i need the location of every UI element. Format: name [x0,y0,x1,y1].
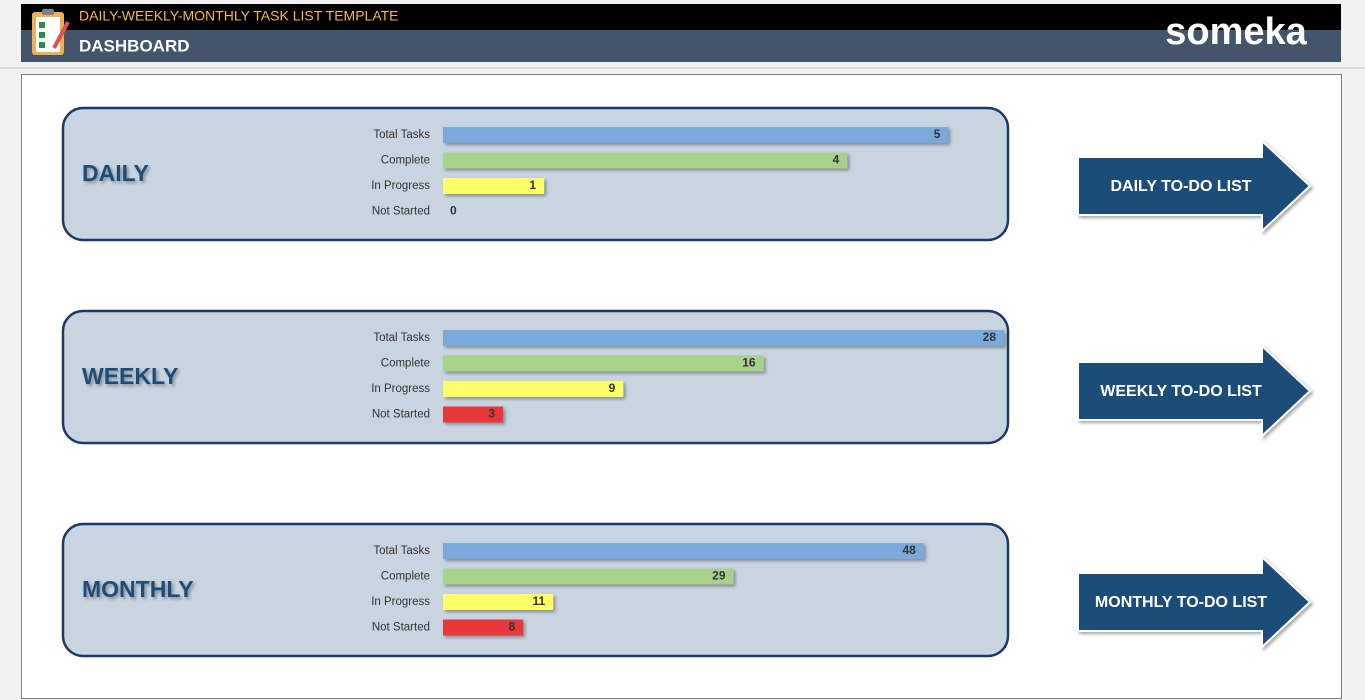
nav-button-label[interactable]: DAILY TO-DO LIST [1110,178,1251,195]
clipboard-icon [32,9,70,55]
value-label: 1 [529,178,536,192]
nav-button[interactable] [1077,138,1312,234]
category-label: In Progress [371,596,430,608]
category-label: Complete [381,155,430,167]
category-label: Not Started [372,622,430,634]
bar [443,355,764,372]
bar [443,152,848,169]
header-top-bar [21,4,1341,30]
nav-button-label[interactable]: WEEKLY TO-DO LIST [1100,383,1262,400]
category-label: In Progress [371,383,430,395]
template-title: DAILY-WEEKLY-MONTHLY TASK LIST TEMPLATE [79,8,399,24]
category-label: Total Tasks [373,332,430,344]
bar [443,330,1004,346]
bar [443,127,949,143]
nav-button-label[interactable]: MONTHLY TO-DO LIST [1095,594,1267,611]
bar [443,543,924,559]
page-title: DASHBOARD [79,36,190,55]
value-label: 16 [742,356,756,370]
value-label: 4 [833,153,840,167]
nav-button[interactable] [1077,343,1312,439]
category-label: Total Tasks [373,545,430,557]
value-label: 9 [609,381,616,395]
value-label: 3 [488,407,495,421]
bar [443,568,734,585]
panel-title: DAILY [82,160,149,186]
bar [443,178,545,194]
panel-title: WEEKLY [82,363,178,389]
value-label: 48 [902,543,916,557]
bar [443,381,624,397]
value-label: 29 [712,569,726,583]
value-label: 5 [934,127,941,141]
value-label: 8 [508,620,515,634]
bar [443,619,524,636]
value-label: 0 [450,204,457,218]
value-label: 28 [983,330,997,344]
category-label: Complete [381,571,430,583]
bar [443,594,554,610]
logo: someka [1165,11,1307,53]
nav-button[interactable] [1077,554,1312,650]
category-label: Total Tasks [373,129,430,141]
panel-title: MONTHLY [82,576,194,602]
category-label: Complete [381,358,430,370]
bar [443,406,504,423]
value-label: 11 [533,594,546,608]
header-bar [21,30,1341,62]
category-label: Not Started [372,206,430,218]
category-label: Not Started [372,409,430,421]
category-label: In Progress [371,180,430,192]
